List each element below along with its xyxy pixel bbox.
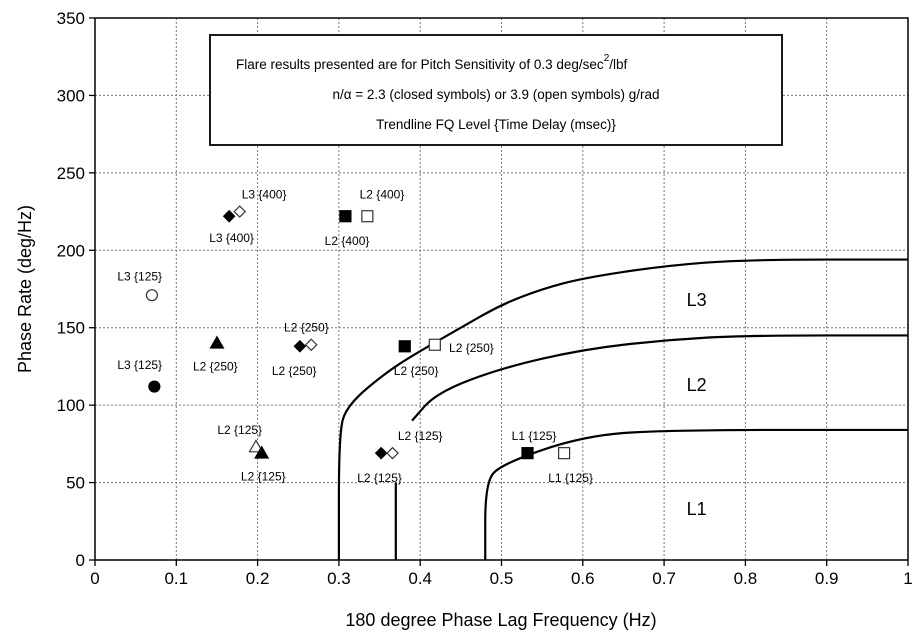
y-tick-label: 50 xyxy=(66,474,85,493)
point-label: L2 {250} xyxy=(284,321,329,335)
y-tick-label: 100 xyxy=(57,396,85,415)
data-point-square xyxy=(398,340,411,353)
point-label: L2 {400} xyxy=(325,234,370,248)
x-tick-label: 0.7 xyxy=(652,569,676,588)
point-label: L1 {125} xyxy=(512,429,557,443)
point-label: L2 {250} xyxy=(272,364,317,378)
data-point-triangle xyxy=(254,445,270,459)
region-label-l2: L2 xyxy=(687,375,707,395)
point-label: L2 {400} xyxy=(360,188,405,202)
level-boundaries xyxy=(337,258,908,561)
point-label: L2 {250} xyxy=(394,364,439,378)
x-tick-label: 0.6 xyxy=(571,569,595,588)
y-tick-label: 150 xyxy=(57,319,85,338)
x-tick-label: 0.8 xyxy=(734,569,758,588)
point-label: L3 {125} xyxy=(117,270,162,284)
x-tick-label: 0.4 xyxy=(408,569,432,588)
point-label: L2 {250} xyxy=(449,341,494,355)
point-label: L3 {400} xyxy=(242,188,287,202)
x-tick-label: 0.1 xyxy=(164,569,188,588)
data-point-diamond xyxy=(293,339,307,353)
data-points xyxy=(145,205,571,460)
data-point-diamond xyxy=(304,338,318,352)
region-label-l3: L3 xyxy=(687,290,707,310)
data-point-diamond xyxy=(222,209,236,223)
point-label: L2 {125} xyxy=(241,469,286,483)
boundary-l1 xyxy=(484,428,908,560)
data-point-circle xyxy=(145,289,159,302)
info-line-3: Trendline FQ Level {Time Delay (msec)} xyxy=(376,117,616,132)
point-label: L1 {125} xyxy=(548,471,593,485)
axis-ticks: 0 0.1 0.2 0.3 0.4 0.5 0.6 0.7 0.8 0.9 1 0 50 100 150 20… xyxy=(57,9,913,588)
data-point-square xyxy=(361,210,374,223)
x-tick-label: 1 xyxy=(903,569,912,588)
y-tick-label: 200 xyxy=(57,241,85,260)
data-point-triangle xyxy=(209,335,225,349)
region-labels: L3 L2 L1 xyxy=(687,290,707,519)
region-label-l1: L1 xyxy=(687,499,707,519)
data-point-diamond xyxy=(374,446,388,460)
point-label: L2 {125} xyxy=(217,423,262,437)
point-labels: L3 {125} L3 {125} L2 {250} L2 {125} L2 {125}… xyxy=(117,188,593,485)
data-point-diamond xyxy=(386,446,399,460)
data-point-circle xyxy=(148,380,161,393)
y-tick-label: 0 xyxy=(76,551,85,570)
data-point-square xyxy=(521,447,534,460)
x-tick-label: 0 xyxy=(90,569,99,588)
x-tick-label: 0.2 xyxy=(246,569,270,588)
data-point-square xyxy=(339,210,352,223)
x-tick-label: 0.3 xyxy=(327,569,351,588)
data-point-triangle xyxy=(248,439,264,453)
data-point-square xyxy=(558,447,571,460)
info-box: Flare results presented are for Pitch Se… xyxy=(209,34,783,146)
y-tick-label: 350 xyxy=(57,9,85,28)
point-label: L2 {250} xyxy=(193,359,238,373)
data-point-diamond xyxy=(233,205,247,218)
boundary-l3 xyxy=(337,258,908,561)
info-line-1: Flare results presented are for Pitch Se… xyxy=(236,53,628,72)
point-label: L2 {125} xyxy=(398,429,443,443)
y-tick-label: 300 xyxy=(57,86,85,105)
x-tick-label: 0.9 xyxy=(815,569,839,588)
data-point-square xyxy=(428,338,441,351)
point-label: L3 {125} xyxy=(117,358,162,372)
info-line-2: n/α = 2.3 (closed symbols) or 3.9 (open … xyxy=(332,87,659,102)
y-axis-label: Phase Rate (deg/Hz) xyxy=(15,205,35,373)
point-label: L2 {125} xyxy=(357,471,402,485)
x-axis-label: 180 degree Phase Lag Frequency (Hz) xyxy=(345,610,656,630)
point-label: L3 {400} xyxy=(209,231,254,245)
x-tick-label: 0.5 xyxy=(490,569,514,588)
boundary-l2 xyxy=(411,334,908,422)
y-tick-label: 250 xyxy=(57,164,85,183)
